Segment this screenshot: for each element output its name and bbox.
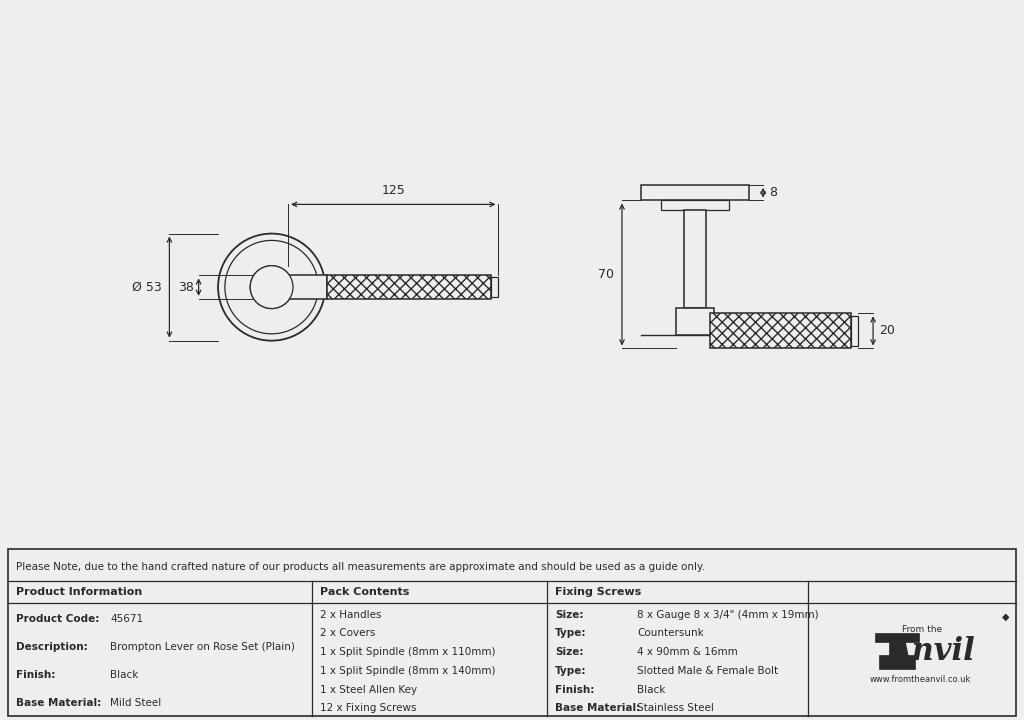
Bar [889, 642, 905, 654]
Bar [710, 313, 851, 348]
Text: 125: 125 [381, 184, 406, 197]
Bar [874, 632, 919, 642]
Text: Brompton Lever on Rose Set (Plain): Brompton Lever on Rose Set (Plain) [110, 642, 295, 652]
Bar [660, 200, 729, 210]
Text: Size:: Size: [555, 610, 584, 620]
Text: Black: Black [637, 685, 666, 695]
Text: Please Note, due to the hand crafted nature of our products all measurements are: Please Note, due to the hand crafted nat… [16, 562, 705, 572]
Text: Product Code:: Product Code: [16, 614, 99, 624]
Text: 38: 38 [178, 281, 194, 294]
Text: Stainless Steel: Stainless Steel [637, 703, 714, 714]
Bar [490, 277, 499, 297]
Text: Pack Contents: Pack Contents [319, 588, 410, 598]
Bar [288, 276, 327, 299]
Ellipse shape [250, 266, 293, 309]
Bar [641, 185, 749, 200]
Text: 70: 70 [598, 268, 614, 281]
Text: Ø 53: Ø 53 [132, 281, 162, 294]
Text: 20: 20 [879, 325, 895, 338]
Text: 45671: 45671 [110, 614, 143, 624]
Text: Finish:: Finish: [555, 685, 594, 695]
Bar [879, 654, 915, 669]
Text: Base Material:: Base Material: [555, 703, 640, 714]
Text: Anvil: Anvil [889, 636, 976, 667]
Text: 1 x Split Spindle (8mm x 110mm): 1 x Split Spindle (8mm x 110mm) [319, 647, 496, 657]
Text: Mild Steel: Mild Steel [110, 698, 161, 708]
Text: Finish:: Finish: [16, 670, 55, 680]
Text: Fixing Screws: Fixing Screws [555, 588, 641, 598]
Text: Black: Black [110, 670, 138, 680]
Text: 8: 8 [769, 186, 777, 199]
Bar [851, 316, 858, 346]
Text: 2 x Handles: 2 x Handles [319, 610, 382, 620]
Bar [684, 210, 706, 307]
Text: 8 x Gauge 8 x 3/4" (4mm x 19mm): 8 x Gauge 8 x 3/4" (4mm x 19mm) [637, 610, 818, 620]
Text: Product Information: Product Information [16, 588, 142, 598]
Text: 1 x Split Spindle (8mm x 140mm): 1 x Split Spindle (8mm x 140mm) [319, 666, 496, 676]
Text: Size:: Size: [555, 647, 584, 657]
Text: 4 x 90mm & 16mm: 4 x 90mm & 16mm [637, 647, 737, 657]
Text: Base Material:: Base Material: [16, 698, 101, 708]
Text: Type:: Type: [555, 629, 587, 639]
Text: 12 x Fixing Screws: 12 x Fixing Screws [319, 703, 417, 714]
Bar [676, 307, 715, 335]
Text: From the: From the [902, 625, 942, 634]
Text: Countersunk: Countersunk [637, 629, 703, 639]
Text: www.fromtheanvil.co.uk: www.fromtheanvil.co.uk [869, 675, 971, 684]
Text: Description:: Description: [16, 642, 88, 652]
Text: 2 x Covers: 2 x Covers [319, 629, 376, 639]
Text: 1 x Steel Allen Key: 1 x Steel Allen Key [319, 685, 417, 695]
Text: Type:: Type: [555, 666, 587, 676]
Bar [327, 276, 490, 299]
Text: Slotted Male & Female Bolt: Slotted Male & Female Bolt [637, 666, 778, 676]
Text: ◆: ◆ [1002, 611, 1010, 621]
